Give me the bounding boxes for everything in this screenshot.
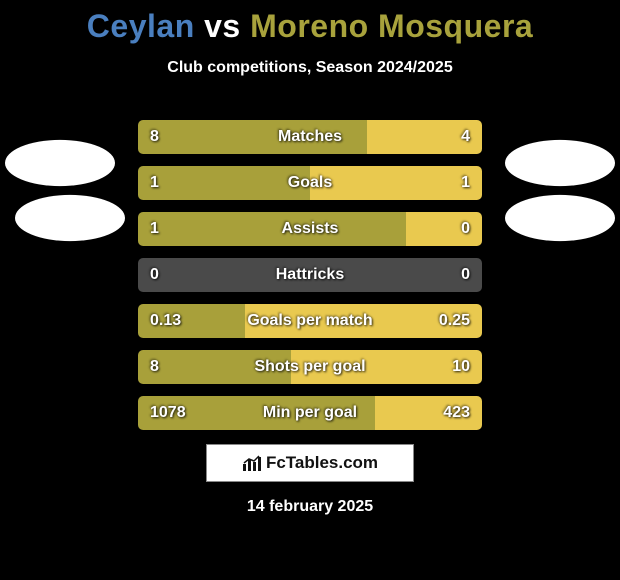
vs-text: vs (204, 8, 241, 44)
comparison-title: Ceylan vs Moreno Mosquera (0, 0, 620, 45)
player2-name: Moreno Mosquera (250, 8, 533, 44)
player1-name: Ceylan (87, 8, 195, 44)
stat-label: Goals (138, 166, 482, 200)
stat-label: Min per goal (138, 396, 482, 430)
stat-label: Goals per match (138, 304, 482, 338)
player1-avatar-shape (5, 140, 115, 186)
stat-label: Matches (138, 120, 482, 154)
stat-label: Shots per goal (138, 350, 482, 384)
stat-row: 00Hattricks (138, 258, 482, 292)
chart-icon (242, 454, 262, 472)
stat-label: Assists (138, 212, 482, 246)
stat-label: Hattricks (138, 258, 482, 292)
player2-avatar-shape2 (505, 195, 615, 241)
subtitle: Club competitions, Season 2024/2025 (0, 59, 620, 77)
stat-row: 1078423Min per goal (138, 396, 482, 430)
player2-avatar-shape (505, 140, 615, 186)
date-text: 14 february 2025 (0, 498, 620, 516)
stat-row: 10Assists (138, 212, 482, 246)
stats-bars: 84Matches 11Goals 10Assists 00Hattricks 0.13… (138, 120, 482, 442)
fctables-badge[interactable]: FcTables.com (206, 444, 414, 482)
stat-row: 0.130.25Goals per match (138, 304, 482, 338)
badge-text: FcTables.com (266, 453, 378, 473)
stat-row: 84Matches (138, 120, 482, 154)
stat-row: 810Shots per goal (138, 350, 482, 384)
player1-avatar-shape2 (15, 195, 125, 241)
stat-row: 11Goals (138, 166, 482, 200)
